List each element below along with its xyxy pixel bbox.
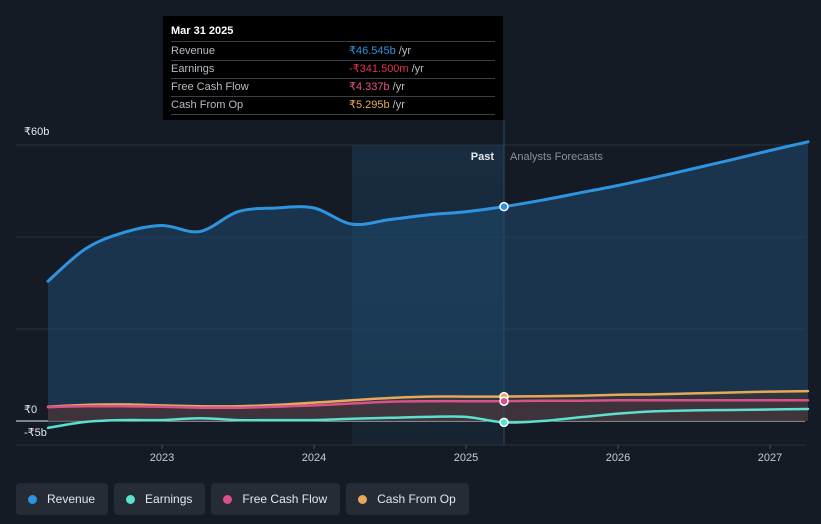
tooltip-row-cash-from-op: Cash From Op ₹5.295b /yr	[171, 97, 495, 115]
free-cash-flow-dot-icon	[223, 494, 233, 504]
y-tick-label: ₹0	[24, 404, 37, 416]
legend: Revenue Earnings Free Cash Flow Cash Fro…	[16, 483, 469, 515]
x-tick-label: 2026	[606, 452, 630, 464]
tooltip-label: Earnings	[171, 63, 215, 75]
tooltip-label: Free Cash Flow	[171, 81, 249, 93]
free-cash-flow-line	[46, 399, 810, 410]
revenue-marker	[499, 201, 509, 212]
x-tick-label: 2025	[454, 452, 478, 464]
cash-from-op-line	[46, 389, 810, 408]
earnings-marker	[499, 417, 509, 428]
tooltip-date: Mar 31 2025	[171, 24, 495, 42]
legend-label: Earnings	[145, 492, 193, 506]
tooltip-row-revenue: Revenue ₹46.545b /yr	[171, 43, 495, 61]
tooltip-row-free-cash-flow: Free Cash Flow ₹4.337b /yr	[171, 79, 495, 97]
free-cash-flow-marker	[499, 396, 509, 406]
legend-item-revenue[interactable]: Revenue	[16, 483, 109, 515]
free-cash-flow-area	[48, 400, 808, 421]
revenue-line	[46, 140, 810, 283]
legend-item-earnings[interactable]: Earnings	[114, 483, 206, 515]
tooltip-label: Revenue	[171, 45, 216, 57]
legend-label: Cash From Op	[377, 492, 456, 506]
tooltip-unit: /yr	[411, 63, 424, 75]
tooltip-value: ₹4.337b	[349, 81, 390, 93]
forecast-label: Analysts Forecasts	[510, 151, 603, 163]
cash-from-op-dot-icon	[358, 494, 368, 504]
tooltip: Mar 31 2025 Revenue ₹46.545b /yr Earning…	[163, 16, 503, 120]
tooltip-unit: /yr	[392, 81, 405, 93]
revenue-area	[48, 141, 808, 422]
legend-label: Revenue	[47, 492, 96, 506]
tooltip-row-earnings: Earnings -₹341.500m /yr	[171, 61, 495, 79]
x-tick-label: 2024	[302, 452, 326, 464]
x-tick-label: 2027	[758, 452, 782, 464]
hover-markers	[499, 201, 509, 428]
tooltip-unit: /yr	[392, 99, 405, 111]
tooltip-value: -₹341.500m	[349, 63, 409, 75]
x-tick-label: 2023	[150, 452, 174, 464]
tooltip-unit: /yr	[398, 45, 411, 57]
earnings-dot-icon	[126, 494, 136, 504]
tooltip-value: ₹46.545b	[349, 45, 396, 57]
y-tick-label: ₹60b	[24, 126, 49, 138]
earnings-line	[46, 407, 810, 430]
tooltip-value: ₹5.295b	[349, 99, 390, 111]
tooltip-label: Cash From Op	[171, 99, 244, 111]
x-axis-ticks: 2023 2024 2025 2026 2027	[150, 445, 782, 464]
revenue-dot-icon	[28, 494, 37, 504]
series-lines	[46, 140, 810, 430]
past-label: Past	[471, 151, 495, 163]
legend-item-cash-from-op[interactable]: Cash From Op	[346, 483, 469, 515]
legend-item-free-cash-flow[interactable]: Free Cash Flow	[211, 483, 341, 515]
y-tick-label: -₹5b	[24, 427, 47, 439]
legend-label: Free Cash Flow	[242, 492, 328, 506]
y-axis-ticks: ₹60b ₹0 -₹5b	[24, 126, 49, 439]
